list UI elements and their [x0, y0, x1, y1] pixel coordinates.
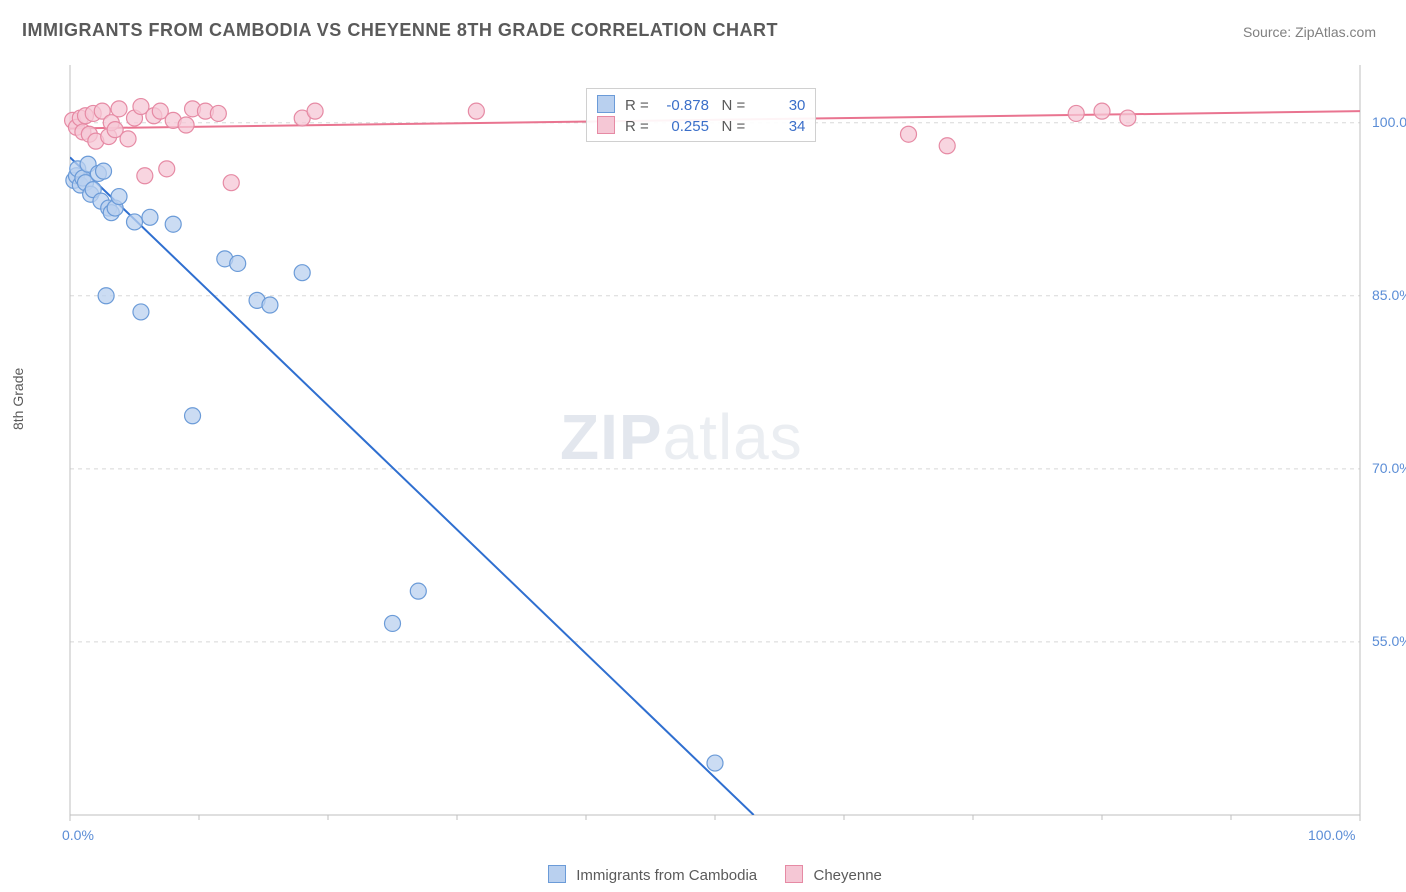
y-axis-label: 8th Grade: [10, 368, 26, 430]
source-link[interactable]: ZipAtlas.com: [1295, 24, 1376, 40]
stats-swatch: [597, 116, 615, 134]
stats-n-label: N =: [721, 97, 749, 114]
x-tick-label: 100.0%: [1308, 827, 1355, 843]
x-tick-label: 0.0%: [62, 827, 94, 843]
stats-row: R = 0.255 N = 34: [597, 116, 805, 135]
stats-r-value: -0.878: [653, 97, 709, 114]
y-tick-label: 70.0%: [1372, 460, 1406, 476]
stats-r-value: 0.255: [653, 118, 709, 135]
stats-n-value: 34: [749, 118, 805, 135]
y-tick-label: 85.0%: [1372, 287, 1406, 303]
y-tick-label: 100.0%: [1372, 114, 1406, 130]
stats-swatch: [597, 95, 615, 113]
stats-r-label: R =: [625, 97, 653, 114]
legend-swatch-cheyenne: [785, 865, 803, 883]
stats-n-value: 30: [749, 97, 805, 114]
legend-label-cheyenne: Cheyenne: [814, 867, 882, 884]
stats-r-label: R =: [625, 118, 653, 135]
legend-swatch-cambodia: [548, 865, 566, 883]
stats-n-label: N =: [721, 118, 749, 135]
chart-plot-area: [60, 55, 1380, 845]
stats-legend-box: R = -0.878 N = 30R = 0.255 N = 34: [586, 88, 816, 142]
source-attribution: Source: ZipAtlas.com: [1243, 24, 1376, 40]
source-prefix: Source:: [1243, 24, 1295, 40]
stats-row: R = -0.878 N = 30: [597, 95, 805, 114]
y-tick-label: 55.0%: [1372, 633, 1406, 649]
bottom-legend: Immigrants from Cambodia Cheyenne: [0, 865, 1406, 884]
chart-svg: [60, 55, 1380, 845]
legend-label-cambodia: Immigrants from Cambodia: [576, 867, 757, 884]
chart-title: IMMIGRANTS FROM CAMBODIA VS CHEYENNE 8TH…: [22, 20, 778, 41]
